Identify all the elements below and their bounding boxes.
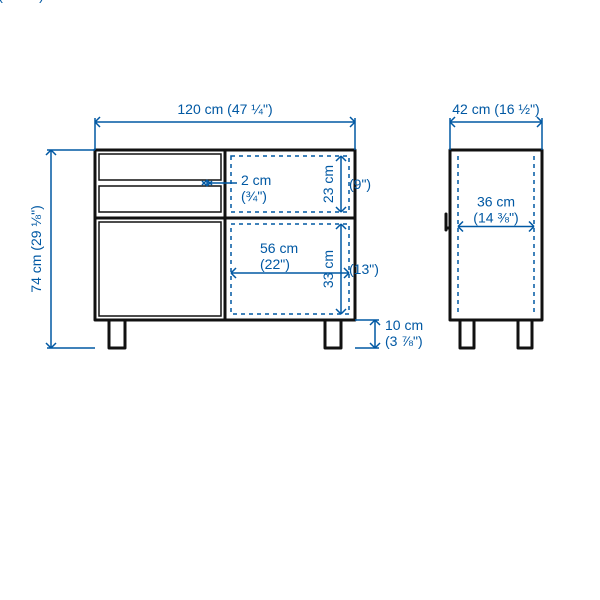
dim-depth	[450, 110, 542, 130]
dim-leg-height	[375, 320, 455, 354]
dim-total-height	[30, 150, 60, 350]
dim-total-width	[95, 110, 355, 130]
dim-door-width	[230, 250, 340, 284]
dim-inner-depth	[458, 210, 534, 244]
dim-upper-opening	[320, 160, 360, 216]
svg-text:74 cm (29 ⅛"): 74 cm (29 ⅛")	[0, 0, 44, 3]
side-elevation	[450, 150, 542, 350]
dim-drawer-gap	[230, 175, 300, 205]
